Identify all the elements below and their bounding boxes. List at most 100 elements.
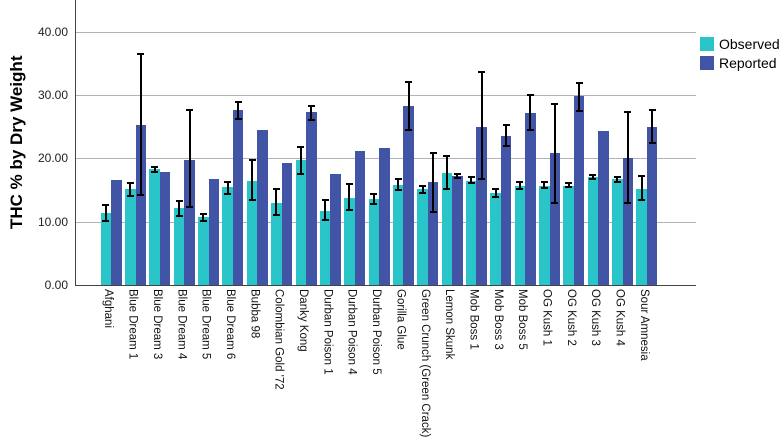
error-bar-cap	[516, 187, 524, 190]
legend-label-observed: Observed	[719, 36, 780, 52]
bar-reported	[573, 96, 585, 285]
bar-reported	[281, 162, 293, 285]
bar-reported	[427, 182, 439, 285]
error-bar-cap	[224, 192, 232, 195]
bar-reported	[622, 157, 634, 285]
bar-reported	[208, 178, 220, 285]
error-bar	[251, 159, 254, 201]
legend-item-reported: Reported	[700, 55, 780, 71]
bar-observed	[465, 180, 477, 285]
error-bar	[480, 71, 483, 179]
bar-reported	[500, 135, 512, 285]
error-bar	[188, 110, 191, 208]
error-bar-cap	[526, 129, 534, 132]
bar-observed	[636, 188, 647, 285]
bar-observed	[125, 189, 136, 285]
error-bar	[348, 183, 351, 211]
error-bar	[129, 183, 132, 197]
error-bar	[421, 186, 424, 193]
error-bar-cap	[224, 180, 232, 183]
error-bar-cap	[624, 111, 632, 114]
error-bar-cap	[297, 145, 305, 148]
bar-reported	[598, 131, 609, 285]
x-tick-label: Blue Dream 5	[199, 289, 212, 360]
error-bar	[651, 109, 654, 144]
legend-swatch-observed	[700, 37, 714, 51]
error-bar	[104, 205, 107, 222]
error-bar	[324, 200, 327, 221]
error-bar-cap	[321, 199, 329, 202]
error-bar-cap	[394, 189, 402, 191]
bar-observed	[539, 185, 550, 285]
bar-reported	[111, 179, 122, 285]
bar-reported	[525, 113, 536, 285]
error-bar	[494, 188, 497, 197]
bar-reported	[135, 124, 147, 285]
bar-observed	[100, 212, 112, 285]
error-bar-cap	[272, 214, 280, 217]
bar-reported	[379, 148, 390, 285]
x-tick-label: Gorilla Glue	[394, 289, 407, 350]
x-tick-label: Colombian Gold '72	[272, 289, 285, 390]
error-bar	[178, 201, 180, 216]
x-tick-label: Mob Boss 3	[491, 289, 504, 350]
legend-swatch-reported	[700, 56, 714, 70]
error-bar-cap	[624, 202, 632, 205]
error-bar	[626, 112, 629, 204]
bar-observed	[222, 187, 233, 285]
error-bar	[299, 146, 302, 174]
error-bar-cap	[638, 199, 646, 202]
error-bar	[640, 176, 643, 201]
x-axis-labels: Afghani Blue Dream 1 Blue Dream 3 Blue Drea…	[0, 289, 782, 447]
error-bar-cap	[186, 206, 193, 209]
error-bar-cap	[419, 191, 426, 194]
x-tick-label: Lemon Skunk	[443, 289, 456, 360]
bar-observed	[441, 172, 453, 285]
error-bar-cap	[589, 178, 597, 181]
error-bar-cap	[199, 220, 207, 223]
bar-reported	[476, 126, 487, 285]
error-bar-cap	[137, 53, 145, 56]
error-bar-cap	[551, 102, 559, 105]
error-bar-cap	[551, 201, 559, 204]
error-bar-cap	[248, 199, 256, 202]
y-tick-label: 0.00	[44, 278, 68, 292]
bar-observed	[149, 169, 160, 285]
error-bar-cap	[272, 187, 280, 190]
x-tick-label: Durban Poison 5	[370, 289, 383, 375]
error-bar-cap	[638, 175, 646, 178]
error-bar	[529, 95, 532, 131]
x-tick-label: Afghani	[102, 289, 115, 329]
error-bar-cap	[199, 213, 207, 216]
error-bar-cap	[405, 129, 413, 132]
x-tick-label: Mob Boss 5	[516, 289, 529, 350]
error-bar-cap	[126, 182, 134, 185]
error-bar-cap	[443, 187, 451, 190]
bar-reported	[549, 153, 560, 285]
bar-reported	[452, 176, 463, 285]
bar-observed	[563, 185, 574, 285]
error-bar	[543, 182, 546, 189]
error-bar-cap	[467, 176, 475, 179]
error-bar-cap	[492, 195, 500, 198]
error-bar	[505, 125, 508, 146]
error-bar-cap	[405, 81, 413, 84]
error-bar-cap	[453, 176, 461, 179]
error-bar-cap	[648, 142, 656, 145]
bar-observed	[295, 160, 306, 285]
x-tick-label: OG Kush 4	[613, 289, 626, 346]
x-tick-label: Mob Boss 1	[467, 289, 480, 350]
error-bar-cap	[429, 211, 437, 214]
gridline	[76, 95, 696, 96]
error-bar-cap	[175, 214, 183, 217]
legend-label-reported: Reported	[719, 55, 777, 71]
error-bar-cap	[453, 172, 461, 175]
bar-observed	[612, 179, 623, 285]
bar-observed	[173, 208, 185, 285]
error-bar-cap	[137, 194, 145, 197]
error-bar-cap	[151, 170, 159, 173]
x-tick-label: Bubba 98	[248, 289, 261, 339]
bar-observed	[417, 189, 428, 285]
error-bar-cap	[248, 158, 256, 161]
